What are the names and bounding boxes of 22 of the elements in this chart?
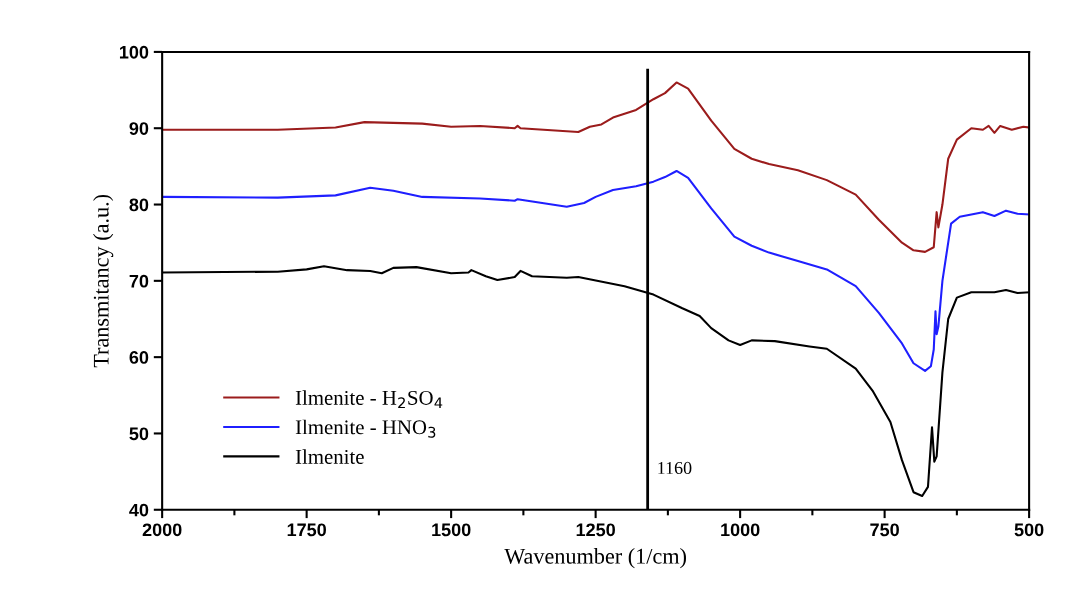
x-tick-label: 1000 (721, 523, 760, 537)
x-tick-label: 1750 (287, 523, 326, 537)
legend-label: Ilmenite - H$_{2}$SO$_{4}$ (295, 390, 443, 409)
x-tick-label: 2000 (142, 523, 182, 537)
line-series (162, 81, 1030, 253)
y-tick-label: 50 (129, 427, 149, 441)
x-tick-label: 750 (870, 523, 899, 537)
legend-label: Ilmenite (295, 449, 364, 464)
y-tick-label: 70 (129, 274, 149, 288)
x-tick-label: 500 (1014, 523, 1044, 537)
legend-label: Ilmenite - HNO$_{3}$ (295, 419, 436, 438)
y-tick-label: 100 (119, 45, 149, 59)
x-tick-label: 1500 (432, 523, 471, 537)
line-series (162, 169, 1030, 372)
y-tick-label: 40 (129, 503, 149, 517)
y-tick-label: 60 (129, 351, 149, 364)
x-tick-label: 1250 (576, 523, 615, 537)
y-tick-label: 90 (129, 122, 149, 135)
ref-line-label: 1160 (658, 461, 692, 475)
x-axis-title: Wavenumber (1/cm) (504, 548, 687, 569)
y-axis-title: Transmitancy (a.u.) (93, 194, 114, 368)
y-tick-label: 80 (129, 198, 149, 212)
